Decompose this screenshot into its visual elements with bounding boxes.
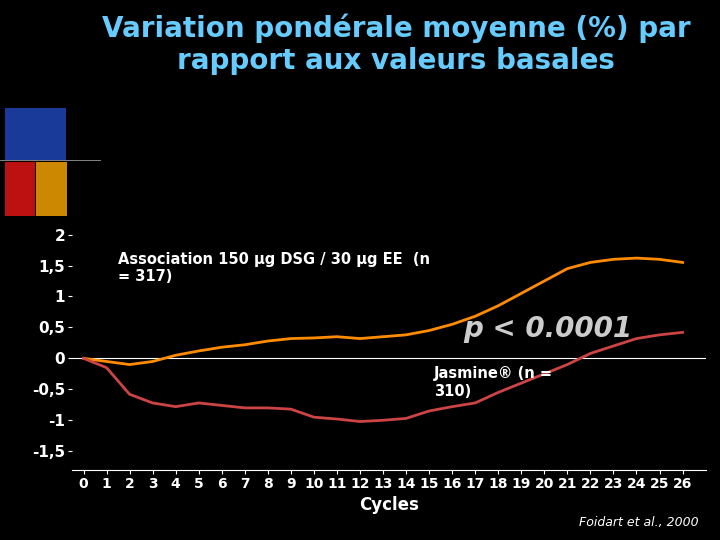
Bar bbox=[36, 162, 66, 216]
Text: Variation pondérale moyenne (%) par
rapport aux valeurs basales: Variation pondérale moyenne (%) par rapp… bbox=[102, 14, 690, 76]
Text: Foidart et al., 2000: Foidart et al., 2000 bbox=[579, 516, 698, 529]
Text: p < 0.0001: p < 0.0001 bbox=[464, 315, 633, 343]
Text: Association 150 µg DSG / 30 µg EE  (n
= 317): Association 150 µg DSG / 30 µg EE (n = 3… bbox=[118, 252, 430, 284]
Text: Jasmine® (n =
310): Jasmine® (n = 310) bbox=[433, 366, 553, 399]
Bar bbox=[5, 108, 66, 160]
X-axis label: Cycles: Cycles bbox=[359, 496, 419, 514]
Bar bbox=[5, 162, 35, 216]
